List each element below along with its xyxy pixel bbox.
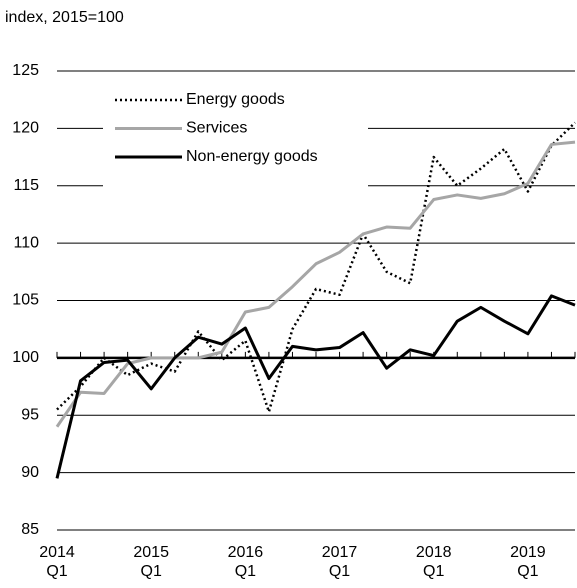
x-tick-label: 2017 Q1: [321, 544, 358, 580]
y-tick-label: 95: [21, 406, 39, 423]
legend-label: Energy goods: [186, 91, 285, 108]
legend-label: Non-energy goods: [186, 148, 318, 165]
y-tick-label: 110: [13, 234, 39, 251]
y-tick-label: 105: [12, 292, 39, 309]
x-tick-label: 2015 Q1: [133, 544, 169, 580]
legend-box: [103, 85, 368, 190]
chart-subtitle: index, 2015=100: [5, 9, 124, 26]
series-line: [56, 121, 576, 414]
y-tick-label: 120: [12, 120, 39, 137]
x-tick-label: 2018 Q1: [415, 544, 452, 580]
series-line: [55, 140, 576, 428]
series-line: [55, 294, 576, 479]
x-tick-label: 2019 Q1: [510, 544, 546, 580]
x-tick-label: 2016 Q1: [227, 544, 264, 580]
legend-label: Services: [186, 120, 247, 137]
y-tick-label: 90: [21, 464, 39, 481]
y-tick-label: 100: [12, 349, 39, 366]
legend: Energy goods Services Non-energy goods: [103, 85, 368, 190]
y-tick-label: 115: [13, 177, 39, 194]
y-tick-label: 125: [12, 62, 39, 79]
y-tick-label: 85: [21, 521, 39, 538]
x-tick-label: 2014 Q1: [39, 544, 75, 580]
